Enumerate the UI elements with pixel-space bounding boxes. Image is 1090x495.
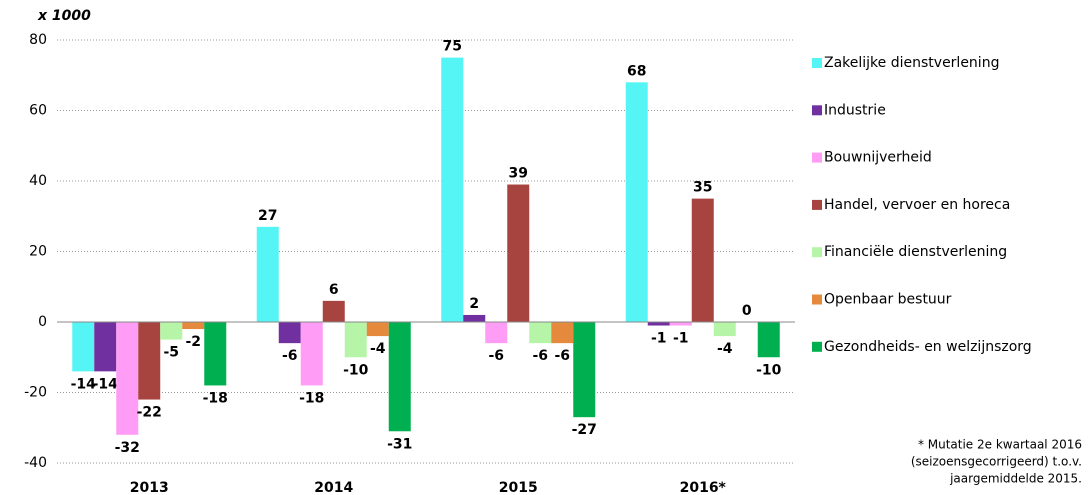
data-label: 68 (627, 63, 646, 79)
bar (713, 322, 736, 337)
bar (463, 314, 486, 322)
legend-label: Zakelijke dienstverlening (824, 55, 999, 71)
bar (691, 198, 714, 322)
y-tick-label: -20 (24, 385, 47, 401)
bar (625, 82, 648, 322)
data-label: -27 (572, 422, 597, 438)
data-label: 39 (509, 166, 528, 182)
bar (278, 322, 301, 344)
bar (300, 322, 323, 386)
bar (256, 226, 279, 322)
x-tick-label: 2013 (130, 480, 169, 495)
data-label: -6 (532, 348, 548, 364)
data-label: -14 (93, 376, 119, 392)
y-tick-label: 60 (29, 103, 47, 119)
bar (138, 322, 161, 400)
note: jaargemiddelde 2015. (949, 472, 1082, 486)
y-tick-label: 0 (38, 314, 47, 330)
legend-label: Openbaar bestuur (824, 292, 952, 308)
data-label: -22 (137, 405, 162, 421)
bar (366, 322, 389, 337)
note: * Mutatie 2e kwartaal 2016 (918, 438, 1082, 452)
data-label: 75 (443, 39, 462, 55)
data-label: -6 (488, 348, 504, 364)
bar (160, 322, 183, 340)
note: (seizoensgecorrigeerd) t.o.v. (911, 455, 1082, 469)
bar (485, 322, 508, 344)
bar (551, 322, 574, 344)
legend-swatch (812, 247, 822, 258)
legend-swatch (812, 58, 822, 68)
bar (204, 322, 227, 386)
y-tick-label: 40 (29, 173, 47, 189)
legend-swatch (812, 294, 822, 305)
legend-swatch (812, 199, 822, 210)
x-tick-label: 2016* (680, 480, 727, 495)
data-label: -31 (387, 436, 412, 452)
data-label: -10 (343, 362, 369, 378)
data-label: -10 (756, 362, 782, 378)
legend-label: Handel, vervoer en horeca (824, 197, 1010, 213)
y-tick-label: -40 (24, 455, 47, 471)
data-label: -1 (651, 331, 667, 347)
bar (507, 184, 530, 322)
legend-swatch (812, 152, 822, 163)
bar (322, 300, 345, 322)
legend-label: Industrie (824, 102, 886, 118)
data-label: -4 (370, 341, 386, 357)
x-tick-label: 2015 (499, 480, 538, 495)
legend-label: Bouwnijverheid (824, 150, 932, 166)
bar (344, 322, 367, 358)
data-label: 2 (469, 296, 479, 312)
x-tick-label: 2014 (314, 480, 353, 495)
legend-label: Financiële dienstverlening (824, 244, 1007, 260)
data-label: -5 (163, 345, 179, 361)
data-label: 35 (693, 180, 712, 196)
data-label: -2 (185, 334, 201, 350)
bar (573, 322, 596, 418)
y-tick-label: 20 (29, 244, 47, 260)
data-label: 0 (742, 303, 752, 319)
bar (441, 57, 464, 322)
data-label: -6 (554, 348, 570, 364)
data-label: 27 (258, 208, 277, 224)
data-label: -1 (673, 331, 689, 347)
legend-swatch (812, 341, 822, 352)
bar (669, 322, 692, 326)
bar (529, 322, 552, 344)
bar (182, 322, 205, 330)
data-label: -18 (299, 390, 324, 406)
y-unit: x 1000 (37, 8, 91, 24)
data-label: -6 (282, 348, 298, 364)
bar (388, 322, 411, 432)
data-label: -14 (71, 376, 97, 392)
bar (94, 322, 117, 372)
legend-label: Gezondheids- en welzijnszorg (824, 339, 1032, 355)
bar (72, 322, 95, 372)
bar (757, 322, 780, 358)
legend-swatch (812, 105, 822, 116)
y-tick-label: 80 (29, 32, 47, 48)
bar (647, 322, 670, 326)
data-label: -4 (717, 341, 733, 357)
data-label: -32 (115, 440, 140, 456)
bar (116, 322, 139, 435)
data-label: 6 (329, 282, 339, 298)
data-label: -18 (203, 390, 228, 406)
